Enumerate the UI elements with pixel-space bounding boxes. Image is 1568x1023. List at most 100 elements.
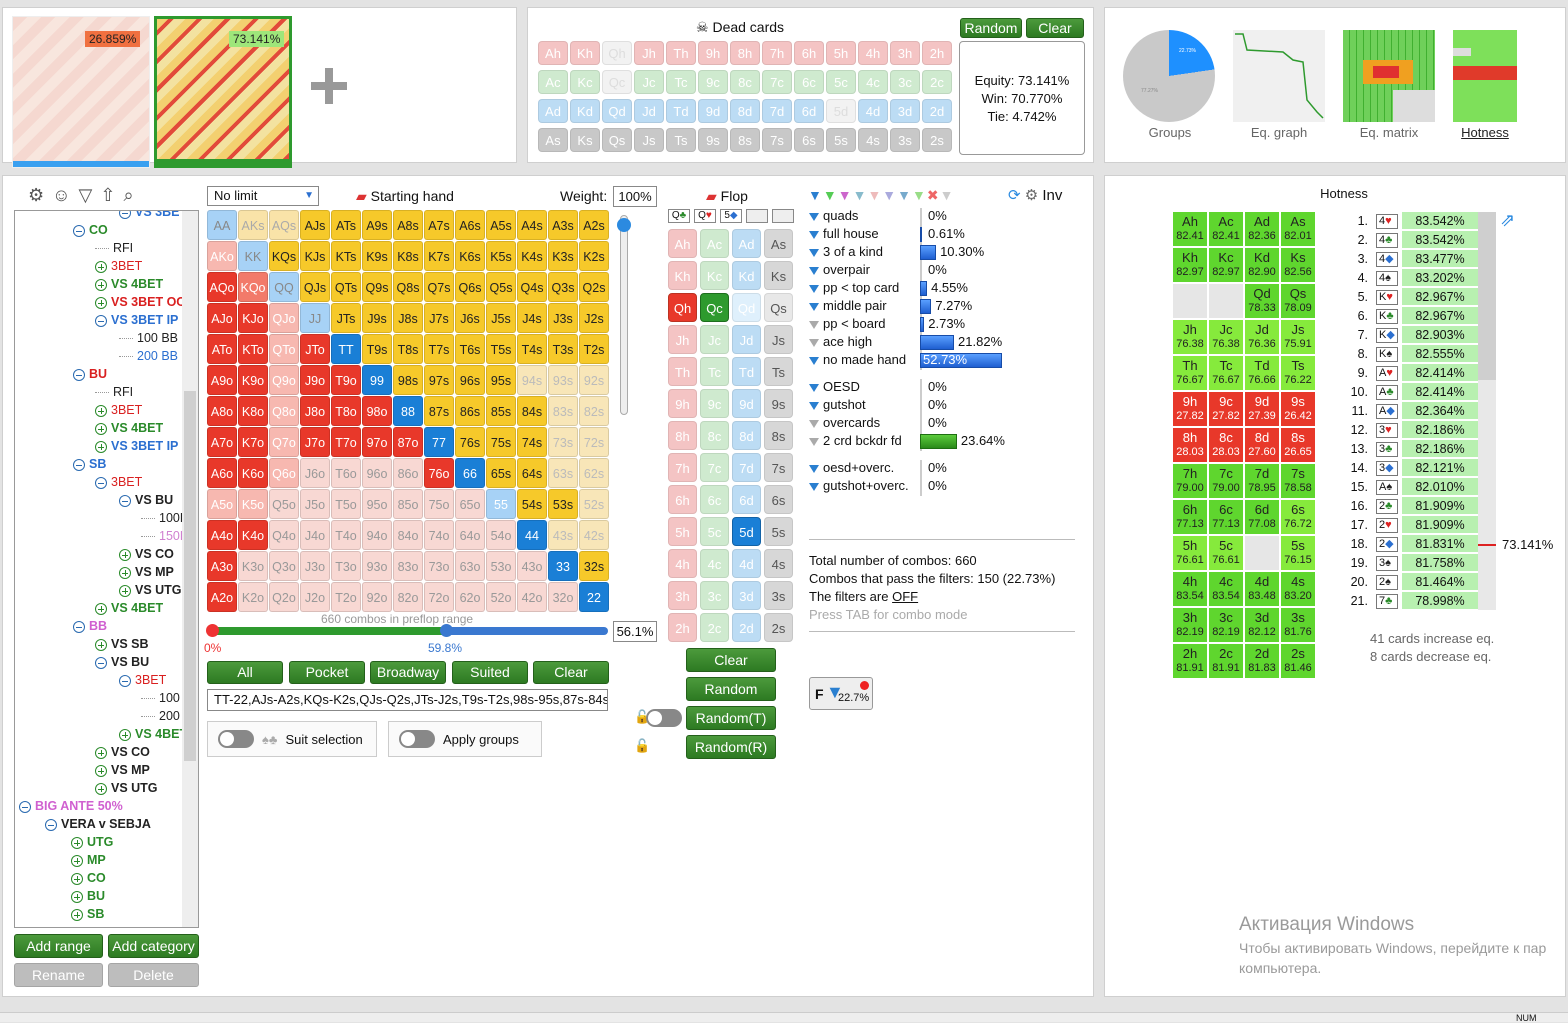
hand-cell[interactable]: 62o [455,582,485,612]
hand-cell[interactable]: Q8o [269,396,299,426]
expand-icon[interactable] [95,764,107,777]
hotness-cell[interactable]: 2d 81.83 [1245,644,1279,678]
tree-node[interactable]: 3BET [119,673,166,687]
hand-cell[interactable]: 54o [486,520,516,550]
tree-scrollbar[interactable] [182,211,198,927]
filter-icon[interactable] [809,284,819,293]
hotness-cell[interactable]: Ks 82.56 [1281,248,1315,282]
collapse-icon[interactable] [119,211,131,219]
flop-card[interactable]: 3h [668,581,697,610]
range-pocket-button[interactable]: Pocket [289,661,365,684]
flop-card[interactable]: 8d [732,421,761,450]
hand-cell[interactable]: AA [207,210,237,240]
flop-card[interactable]: Qs [764,293,793,322]
flop-card[interactable]: Js [764,325,793,354]
hand-cell[interactable]: K5s [486,241,516,271]
hand-cell[interactable]: KTs [331,241,361,271]
range-clear-button[interactable]: Clear [533,661,609,684]
tree-node[interactable]: BU [71,889,105,903]
hand-cell[interactable]: 64s [517,458,547,488]
dead-card[interactable]: 8s [730,128,760,152]
tree-node[interactable]: VS 3BET OOP [95,295,194,309]
tree-node[interactable]: VS UTG [119,583,182,597]
filter-icon[interactable] [809,212,819,221]
tree-node[interactable]: VS 3BET IP [95,313,178,327]
tree-node[interactable]: VS UTG [95,781,158,795]
ranking-row[interactable]: 2. 4♣ 83.542% [1340,231,1478,250]
hand-cell[interactable]: 53s [548,489,578,519]
filter-lightblue-icon[interactable]: ▼ [897,187,913,203]
expand-icon[interactable] [95,638,107,651]
dead-card[interactable]: 4c [858,70,888,94]
range-thumb-2[interactable]: 73.141% [154,16,292,168]
dead-card[interactable]: As [538,128,568,152]
filter-icon[interactable] [809,383,819,392]
flop-card[interactable]: 7c [700,453,729,482]
hand-cell[interactable]: ATo [207,334,237,364]
hand-cell[interactable]: 72s [579,427,609,457]
add-range-plus-icon[interactable] [311,68,347,104]
flop-card[interactable]: 2s [764,613,793,642]
flop-card[interactable]: Ac [700,229,729,258]
tree-node[interactable]: 100 BB [119,331,178,345]
filter-icon[interactable] [809,338,819,347]
hand-cell[interactable]: A5o [207,489,237,519]
hand-cell[interactable]: 82o [393,582,423,612]
stat-row[interactable]: oesd+overc. 0% [809,460,1075,478]
suit-selection-toggle[interactable]: ♠♣ Suit selection [207,721,377,757]
stat-row[interactable]: no made hand 52.73% [809,352,1075,370]
hand-cell[interactable]: 43o [517,551,547,581]
hand-cell[interactable]: J3s [548,303,578,333]
flop-card[interactable]: Jd [732,325,761,354]
hotness-cell[interactable]: Tc 76.67 [1209,356,1243,390]
flop-slot-3[interactable]: 5◆ [720,209,742,223]
hand-cell[interactable]: K8s [393,241,423,271]
hotness-cell[interactable]: 7c 79.00 [1209,464,1243,498]
hand-cell[interactable]: 85o [393,489,423,519]
tree-node[interactable]: 3BET [95,259,142,273]
hotness-cell[interactable]: Kc 82.97 [1209,248,1243,282]
hand-cell[interactable]: Q9o [269,365,299,395]
ranking-row[interactable]: 15. A♠ 82.010% [1340,478,1478,497]
filter-blue-icon[interactable]: ▼ [808,187,823,203]
hand-cell[interactable]: 42o [517,582,547,612]
ranking-row[interactable]: 1. 4♥ 83.542% [1340,212,1478,231]
expand-icon[interactable] [95,260,107,273]
dead-card[interactable]: 6c [794,70,824,94]
tree-node[interactable]: BIG ANTE 50% [19,799,123,813]
dead-card[interactable]: Js [634,128,664,152]
hand-cell[interactable]: 95o [362,489,392,519]
flop-card[interactable]: 3s [764,581,793,610]
settings-gear-icon[interactable]: ⚙ [1024,187,1039,204]
expand-icon[interactable] [71,854,83,867]
filter-icon[interactable] [809,248,819,257]
hotness-cell[interactable]: 4s 83.20 [1281,572,1315,606]
hotness-cell[interactable]: 6c 77.13 [1209,500,1243,534]
flop-card[interactable]: Kd [732,261,761,290]
hand-cell[interactable]: 94o [362,520,392,550]
filter-icon[interactable] [809,320,819,329]
tree-node[interactable]: VS 4BET [95,421,163,435]
dead-card[interactable]: 8d [730,99,760,123]
tree-node[interactable]: CO [73,223,108,237]
collapse-icon[interactable] [73,368,85,381]
hand-cell[interactable]: T3o [331,551,361,581]
stat-row[interactable]: gutshot 0% [809,397,1075,415]
filter-icon[interactable] [809,419,819,428]
hand-cell[interactable]: 85s [486,396,516,426]
hand-cell[interactable]: T5s [486,334,516,364]
random-t-toggle[interactable] [646,709,682,727]
range-percent-input[interactable]: 56.1% [613,621,657,642]
dead-card[interactable]: 7c [762,70,792,94]
tree-node[interactable]: VS CO [119,547,174,561]
eq-graph-view[interactable] [1233,30,1325,122]
hand-cell[interactable]: 98s [393,365,423,395]
dead-card[interactable]: 9c [698,70,728,94]
hotness-cell[interactable]: Qd 78.33 [1245,284,1279,318]
hand-cell[interactable]: K5o [238,489,268,519]
collapse-icon[interactable] [19,800,31,813]
dead-card[interactable]: 5s [826,128,856,152]
search-icon[interactable]: ⌕ [123,185,142,205]
dead-card[interactable]: Kc [570,70,600,94]
hand-cell[interactable]: QQ [269,272,299,302]
